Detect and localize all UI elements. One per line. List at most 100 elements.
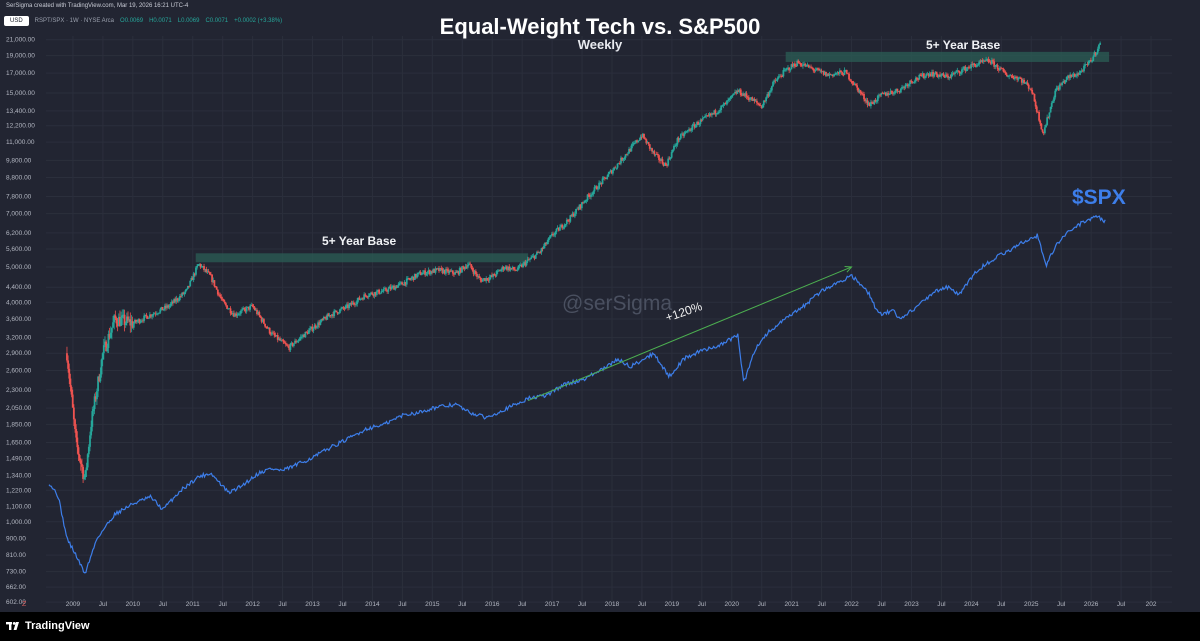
candle-body (350, 302, 353, 305)
candle-body (570, 215, 573, 217)
candle-body (237, 313, 240, 315)
candle-body (496, 270, 499, 272)
candle-body (797, 60, 800, 64)
candle-body (289, 343, 292, 350)
candle-body (614, 167, 617, 169)
candle-body (723, 102, 726, 105)
candle-body (982, 60, 985, 62)
candle-body (234, 313, 237, 317)
candle-body (633, 142, 636, 144)
candle-body (661, 159, 664, 164)
candle-body (521, 264, 523, 268)
candle-body (1034, 101, 1037, 107)
candle-body (954, 72, 956, 74)
candle-body (81, 463, 83, 467)
candle-body (636, 140, 639, 143)
candle-body (595, 186, 598, 190)
candle-body (480, 279, 483, 282)
candle-body (654, 154, 657, 155)
candle-body (92, 409, 95, 412)
candle-body (1061, 82, 1064, 85)
candle-body (1008, 75, 1011, 77)
candle-body (112, 322, 114, 328)
candle-body (927, 73, 930, 77)
candle-body (753, 99, 756, 101)
symbol-info[interactable]: RSPT/SPX · 1W · NYSE Arca (34, 17, 115, 24)
x-tick-label: 2026 (1084, 601, 1099, 608)
candle-body (905, 84, 908, 86)
candle-body (412, 276, 415, 280)
candle-body (465, 266, 468, 268)
candle-body (165, 305, 167, 308)
candle-body (861, 93, 864, 95)
candle-body (493, 274, 496, 276)
candle-body (394, 286, 397, 290)
candle-body (425, 273, 428, 276)
candle-body (677, 138, 680, 141)
candle-body (1079, 70, 1082, 73)
legend-bar: USD RSPT/SPX · 1W · NYSE Arca O0.0069 H0… (4, 14, 282, 27)
candle-body (192, 273, 195, 280)
candle-body (251, 304, 254, 307)
candle-body (379, 293, 382, 295)
candle-body (382, 288, 385, 292)
candle-body (226, 305, 228, 309)
candle-body (476, 273, 478, 277)
candle-body (328, 315, 331, 317)
candle-body (650, 148, 652, 149)
candle-body (93, 396, 96, 410)
candle-body (471, 267, 474, 271)
candle-body (466, 264, 469, 268)
y-tick-label: 2,900.00 (6, 350, 32, 357)
candle-body (1041, 129, 1044, 132)
candle-body (158, 312, 161, 314)
x-axis: 2009 Jul 2010 Jul 2011 Jul 2012 Jul 2013 Jul 2014 J… (66, 601, 1157, 608)
y-tick-label: 12,200.00 (6, 123, 35, 130)
candle-body (966, 67, 969, 69)
candle-body (245, 307, 248, 312)
candle-body (620, 157, 622, 164)
candle-body (679, 134, 682, 139)
candle-body (1096, 48, 1099, 53)
candle-body (749, 99, 751, 101)
candle-body (949, 76, 952, 78)
candle-body (947, 75, 949, 79)
candle-body (127, 316, 129, 321)
y-tick-label: 3,200.00 (6, 335, 32, 342)
candle-body (1069, 74, 1072, 79)
y-tick-label: 1,100.00 (6, 504, 32, 511)
candle-body (918, 74, 921, 80)
candle-body (79, 460, 82, 464)
candle-body (660, 159, 663, 161)
tradingview-logo[interactable]: TradingView (6, 620, 90, 632)
candle-body (631, 144, 634, 146)
candle-body (358, 297, 361, 300)
candle-body (151, 315, 154, 317)
candle-body (75, 429, 78, 438)
candle-body (616, 163, 619, 168)
candle-body (258, 312, 261, 316)
candle-body (641, 133, 644, 138)
candle-body (884, 92, 887, 96)
x-tick-label: 2022 (844, 601, 859, 608)
candle-body (375, 291, 378, 295)
candle-body (1015, 76, 1017, 78)
candle-body (928, 73, 931, 77)
candle-body (714, 110, 717, 115)
candle-body (1016, 77, 1019, 80)
candle-body (1037, 111, 1039, 113)
candle-body (254, 309, 257, 311)
candle-body (501, 266, 504, 270)
candle-body (282, 340, 285, 343)
candle-body (807, 64, 810, 68)
candle-body (899, 88, 902, 93)
candle-body (891, 92, 894, 94)
currency-button[interactable]: USD (4, 15, 29, 26)
candle-body (769, 90, 772, 92)
x-tick-label: Jul (937, 601, 946, 608)
candle-body (1027, 84, 1030, 89)
candle-body (180, 296, 182, 297)
y-tick-label: 1,340.00 (6, 472, 32, 479)
candle-body (274, 335, 277, 337)
